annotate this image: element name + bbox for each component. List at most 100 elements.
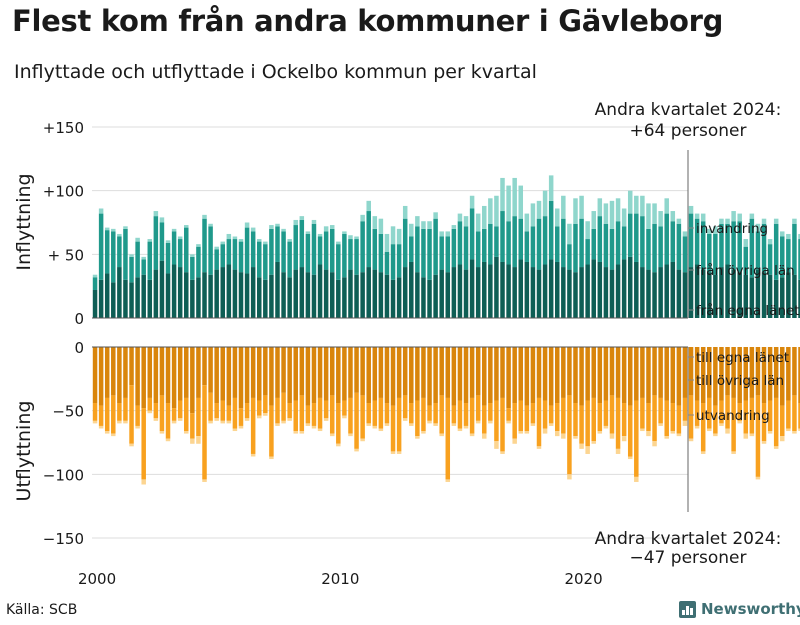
bar-segment [299,219,305,268]
bar-segment [500,397,505,452]
bar-segment [536,269,542,318]
bar-segment [682,347,688,398]
bar-segment [786,347,791,401]
bar-segment [360,438,365,442]
bar-segment [427,279,432,318]
bar-segment [792,223,797,275]
bar-segment [427,221,432,229]
bar-segment [463,403,469,426]
bar-segment [159,395,165,432]
bar-segment [676,433,682,437]
bar-segment [688,347,694,396]
bar-segment [409,403,414,424]
bar-segment [129,256,134,283]
bar-segment [232,236,238,240]
bar-segment [141,408,146,480]
bar-segment [117,236,122,268]
bar-segment [658,226,663,268]
bar-segment [378,218,384,234]
series-label: utvandring [696,408,770,424]
bar-segment [202,218,207,273]
bar-segment [530,403,536,424]
bar-segment [317,236,323,265]
bar-segment [713,347,718,406]
bar-segment [773,397,779,447]
bar-segment [141,479,146,485]
bar-segment [92,347,98,404]
bar-segment [767,244,773,275]
bar-segment [360,221,365,273]
bar-segment [457,264,463,318]
bar-segment [749,397,755,434]
bar-segment [743,246,749,275]
bar-segment [141,256,146,260]
bar-segment [694,264,700,318]
bar-segment [427,347,432,406]
bar-segment [585,446,590,454]
brand-logo: Newsworthy [679,600,800,618]
bar-segment [786,400,791,429]
bar-segment [640,397,645,429]
bar-segment [196,246,201,278]
bar-segment [640,428,645,432]
bar-segment [542,347,548,401]
bar-segment [159,347,165,396]
bar-segment [238,425,244,429]
bar-segment [597,431,603,434]
bar-segment [518,185,524,219]
bar-segment [275,226,280,262]
bar-segment [220,241,226,245]
bar-segment [646,228,651,270]
bar-segment [737,272,742,318]
bar-segment [719,218,724,224]
bar-segment [433,218,438,275]
bar-segment [98,208,104,214]
bar-segment [688,213,694,268]
bar-segment [190,254,195,257]
bar-segment [725,264,730,318]
bar-segment [627,405,633,457]
bar-segment [269,405,274,457]
bar-segment [214,249,219,270]
bar-segment [360,272,365,318]
bar-segment [773,446,779,449]
bar-segment [238,272,244,318]
bar-segment [457,221,463,265]
bar-segment [372,228,378,270]
bar-segment [299,431,305,434]
bar-segment [256,239,262,242]
bar-segment [670,347,676,404]
bar-segment [494,400,499,442]
bar-segment [603,223,609,268]
bar-segment [451,405,457,424]
bar-segment [682,231,688,237]
bar-segment [378,233,384,273]
bar-segment [159,260,165,318]
bar-segment [184,431,189,434]
bar-segment [652,223,657,273]
bar-segment [597,216,603,262]
bar-segment [232,269,238,318]
bar-segment [652,272,657,318]
chart-title: Flest kom från andra kommuner i Gävlebor… [12,4,724,38]
bar-segment [500,347,505,398]
bar-segment [390,451,396,454]
bar-segment [664,400,669,437]
bar-segment [658,397,663,424]
bar-segment [573,403,578,437]
bar-segment [256,241,262,278]
bar-segment [475,213,481,232]
bar-segment [323,347,329,401]
bar-segment [469,433,475,437]
bar-segment [366,211,371,268]
bar-segment [117,420,122,424]
bar-segment [153,269,159,318]
bar-segment [518,431,524,434]
bar-segment [603,203,609,224]
bar-segment [390,279,396,318]
bar-segment [494,441,499,449]
bar-segment [737,420,742,424]
bar-segment [293,219,298,226]
bar-segment [190,438,195,444]
bar-segment [98,405,104,426]
